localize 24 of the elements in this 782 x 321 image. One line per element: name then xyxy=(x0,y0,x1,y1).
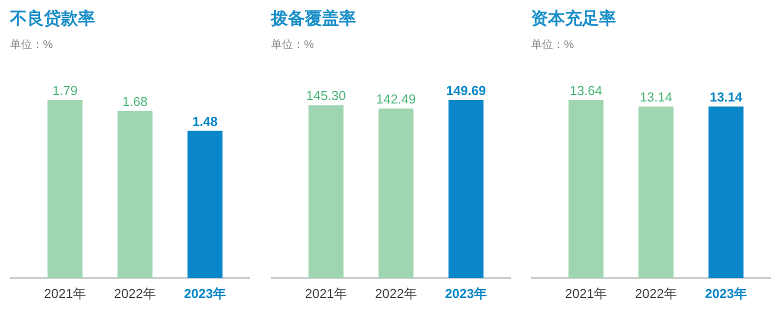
x-tick-label: 2021年 xyxy=(304,286,347,301)
data-label: 145.30 xyxy=(306,88,346,104)
data-label: 13.64 xyxy=(570,83,603,98)
x-tick-label: 2021年 xyxy=(44,286,86,301)
x-tick-label: 2023年 xyxy=(444,286,487,301)
chart-title: 拨备覆盖率 xyxy=(270,8,356,28)
x-tick-label: 2023年 xyxy=(184,286,226,301)
data-label: 13.14 xyxy=(640,90,673,105)
chart-title: 不良贷款率 xyxy=(9,9,95,28)
x-tick-label: 2022年 xyxy=(374,286,417,301)
chart-subtitle: 单位：% xyxy=(531,38,574,51)
x-tick-label: 2022年 xyxy=(114,286,156,301)
chart-subtitle: 单位：% xyxy=(10,38,53,51)
data-label: 1.68 xyxy=(122,94,148,109)
x-tick-label: 2022年 xyxy=(635,286,678,301)
data-label: 142.49 xyxy=(376,92,416,107)
data-label: 1.48 xyxy=(192,114,218,129)
data-label: 149.69 xyxy=(446,83,486,98)
chart-title: 资本充足率 xyxy=(531,9,616,28)
x-tick-label: 2023年 xyxy=(705,286,748,301)
data-label: 1.79 xyxy=(52,83,78,98)
chart-subtitle: 单位：% xyxy=(270,38,314,51)
x-tick-label: 2021年 xyxy=(565,286,608,301)
data-label: 13.14 xyxy=(710,90,744,105)
